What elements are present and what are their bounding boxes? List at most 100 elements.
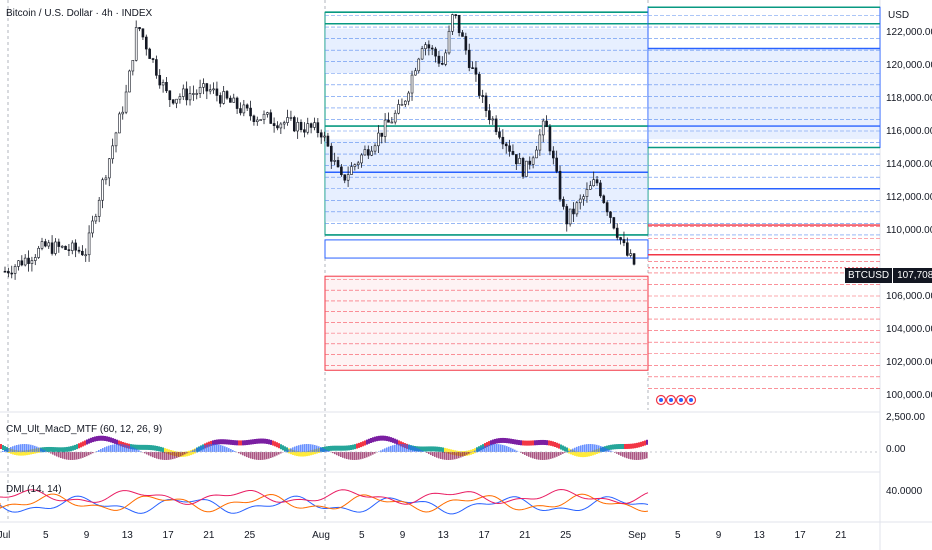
macd-ribbon-segment: [432, 446, 434, 452]
macd-ribbon-segment: [372, 437, 374, 443]
macd-histogram-bar: [308, 444, 310, 452]
macd-histogram-bar: [208, 444, 210, 452]
macd-histogram-bar: [554, 452, 556, 458]
macd-histogram-bar: [418, 448, 420, 452]
macd-ribbon-segment: [354, 444, 356, 450]
currency-label[interactable]: USD: [888, 10, 910, 21]
candle-body: [121, 111, 125, 115]
macd-ribbon-segment: [646, 439, 648, 445]
macd-ribbon-segment: [574, 450, 576, 456]
macd-histogram-bar: [170, 452, 172, 460]
macd-ribbon-segment: [508, 438, 510, 444]
macd-ribbon-segment: [52, 447, 54, 453]
macd-histogram-bar: [280, 452, 282, 454]
macd-histogram-bar: [636, 452, 638, 460]
candle-body: [104, 177, 108, 181]
macd-histogram-bar: [642, 452, 644, 460]
candle-body: [541, 120, 545, 136]
macd-histogram-bar: [274, 452, 276, 457]
macd-histogram-bar: [226, 447, 228, 452]
candle-body: [538, 134, 542, 151]
macd-ribbon-segment: [334, 445, 336, 451]
candle-body: [589, 185, 592, 190]
macd-ribbon-segment: [64, 447, 66, 453]
macd-histogram-bar: [370, 452, 372, 456]
macd-histogram-bar: [20, 444, 22, 452]
candle-body: [471, 67, 474, 69]
candle-body: [175, 98, 178, 104]
macd-histogram-bar: [544, 452, 546, 460]
macd-ribbon-segment: [580, 452, 582, 458]
macd-ribbon-segment: [376, 436, 378, 442]
macd-histogram-bar: [252, 452, 254, 460]
macd-ribbon-segment: [608, 445, 610, 451]
macd-histogram-bar: [344, 452, 346, 459]
candle-body: [326, 135, 330, 147]
macd-histogram-bar: [340, 452, 342, 458]
candle-body: [383, 119, 387, 137]
macd-histogram-bar: [114, 444, 116, 452]
macd-histogram-bar: [198, 447, 200, 452]
macd-histogram-bar: [174, 452, 176, 459]
macd-histogram-bar: [360, 452, 362, 460]
macd-ribbon-segment: [190, 450, 192, 456]
dmi-indicator-label[interactable]: DMI (14, 14): [6, 484, 62, 495]
macd-histogram-bar: [476, 449, 478, 452]
macd-ribbon-segment: [156, 445, 158, 451]
macd-indicator-label[interactable]: CM_Ult_MacD_MTF (60, 12, 26, 9): [6, 424, 163, 435]
macd-histogram-bar: [586, 444, 588, 452]
macd-histogram-bar: [178, 452, 180, 458]
macd-ribbon-segment: [146, 444, 148, 450]
macd-histogram-bar: [220, 445, 222, 452]
candle-body: [289, 117, 293, 119]
macd-ribbon-segment: [304, 451, 306, 457]
macd-histogram-bar: [448, 452, 450, 460]
macd-ribbon-segment: [104, 435, 106, 441]
macd-ribbon-segment: [258, 438, 260, 444]
macd-histogram-bar: [204, 445, 206, 452]
candle-body: [299, 121, 303, 131]
macd-ribbon-segment: [620, 444, 622, 450]
macd-histogram-bar: [154, 452, 156, 458]
macd-ribbon-segment: [638, 442, 640, 448]
macd-ribbon-segment: [400, 441, 402, 447]
macd-histogram-bar: [190, 451, 192, 452]
zone-fill-blue-lower: [325, 139, 648, 222]
macd-histogram-bar: [232, 450, 234, 452]
candle-body: [599, 182, 602, 197]
macd-ribbon-segment: [534, 440, 536, 446]
macd-histogram-bar: [36, 446, 38, 452]
macd-histogram-bar: [64, 452, 66, 460]
macd-ribbon-segment: [628, 443, 630, 449]
macd-ribbon-segment: [46, 446, 48, 452]
candle-body: [619, 237, 622, 240]
macd-histogram-bar: [578, 446, 580, 452]
candle-body: [282, 122, 286, 125]
macd-ribbon-segment: [588, 451, 590, 457]
macd-histogram-bar: [416, 447, 418, 452]
candle-body: [319, 132, 323, 138]
macd-histogram-bar: [126, 445, 128, 452]
macd-histogram-bar: [264, 452, 266, 460]
macd-ribbon-segment: [498, 438, 500, 444]
macd-ribbon-segment: [216, 439, 218, 445]
candle-body: [521, 158, 525, 177]
candle-body: [276, 125, 279, 129]
macd-ribbon-segment: [330, 445, 332, 451]
macd-histogram-bar: [24, 444, 26, 452]
macd-histogram-bar: [214, 444, 216, 452]
macd-histogram-bar: [452, 452, 454, 460]
macd-ribbon-segment: [332, 445, 334, 451]
macd-ribbon-segment: [348, 445, 350, 451]
macd-histogram-bar: [646, 452, 648, 459]
macd-ribbon-segment: [246, 440, 248, 446]
macd-ribbon-segment: [300, 451, 302, 457]
zone-fill-blue-upper: [325, 28, 648, 74]
candle-body: [515, 154, 518, 165]
candle-body: [124, 91, 128, 113]
macd-histogram-bar: [334, 452, 336, 455]
macd-ribbon-segment: [162, 447, 164, 453]
candle-body: [437, 55, 441, 64]
macd-ribbon-segment: [490, 440, 492, 446]
